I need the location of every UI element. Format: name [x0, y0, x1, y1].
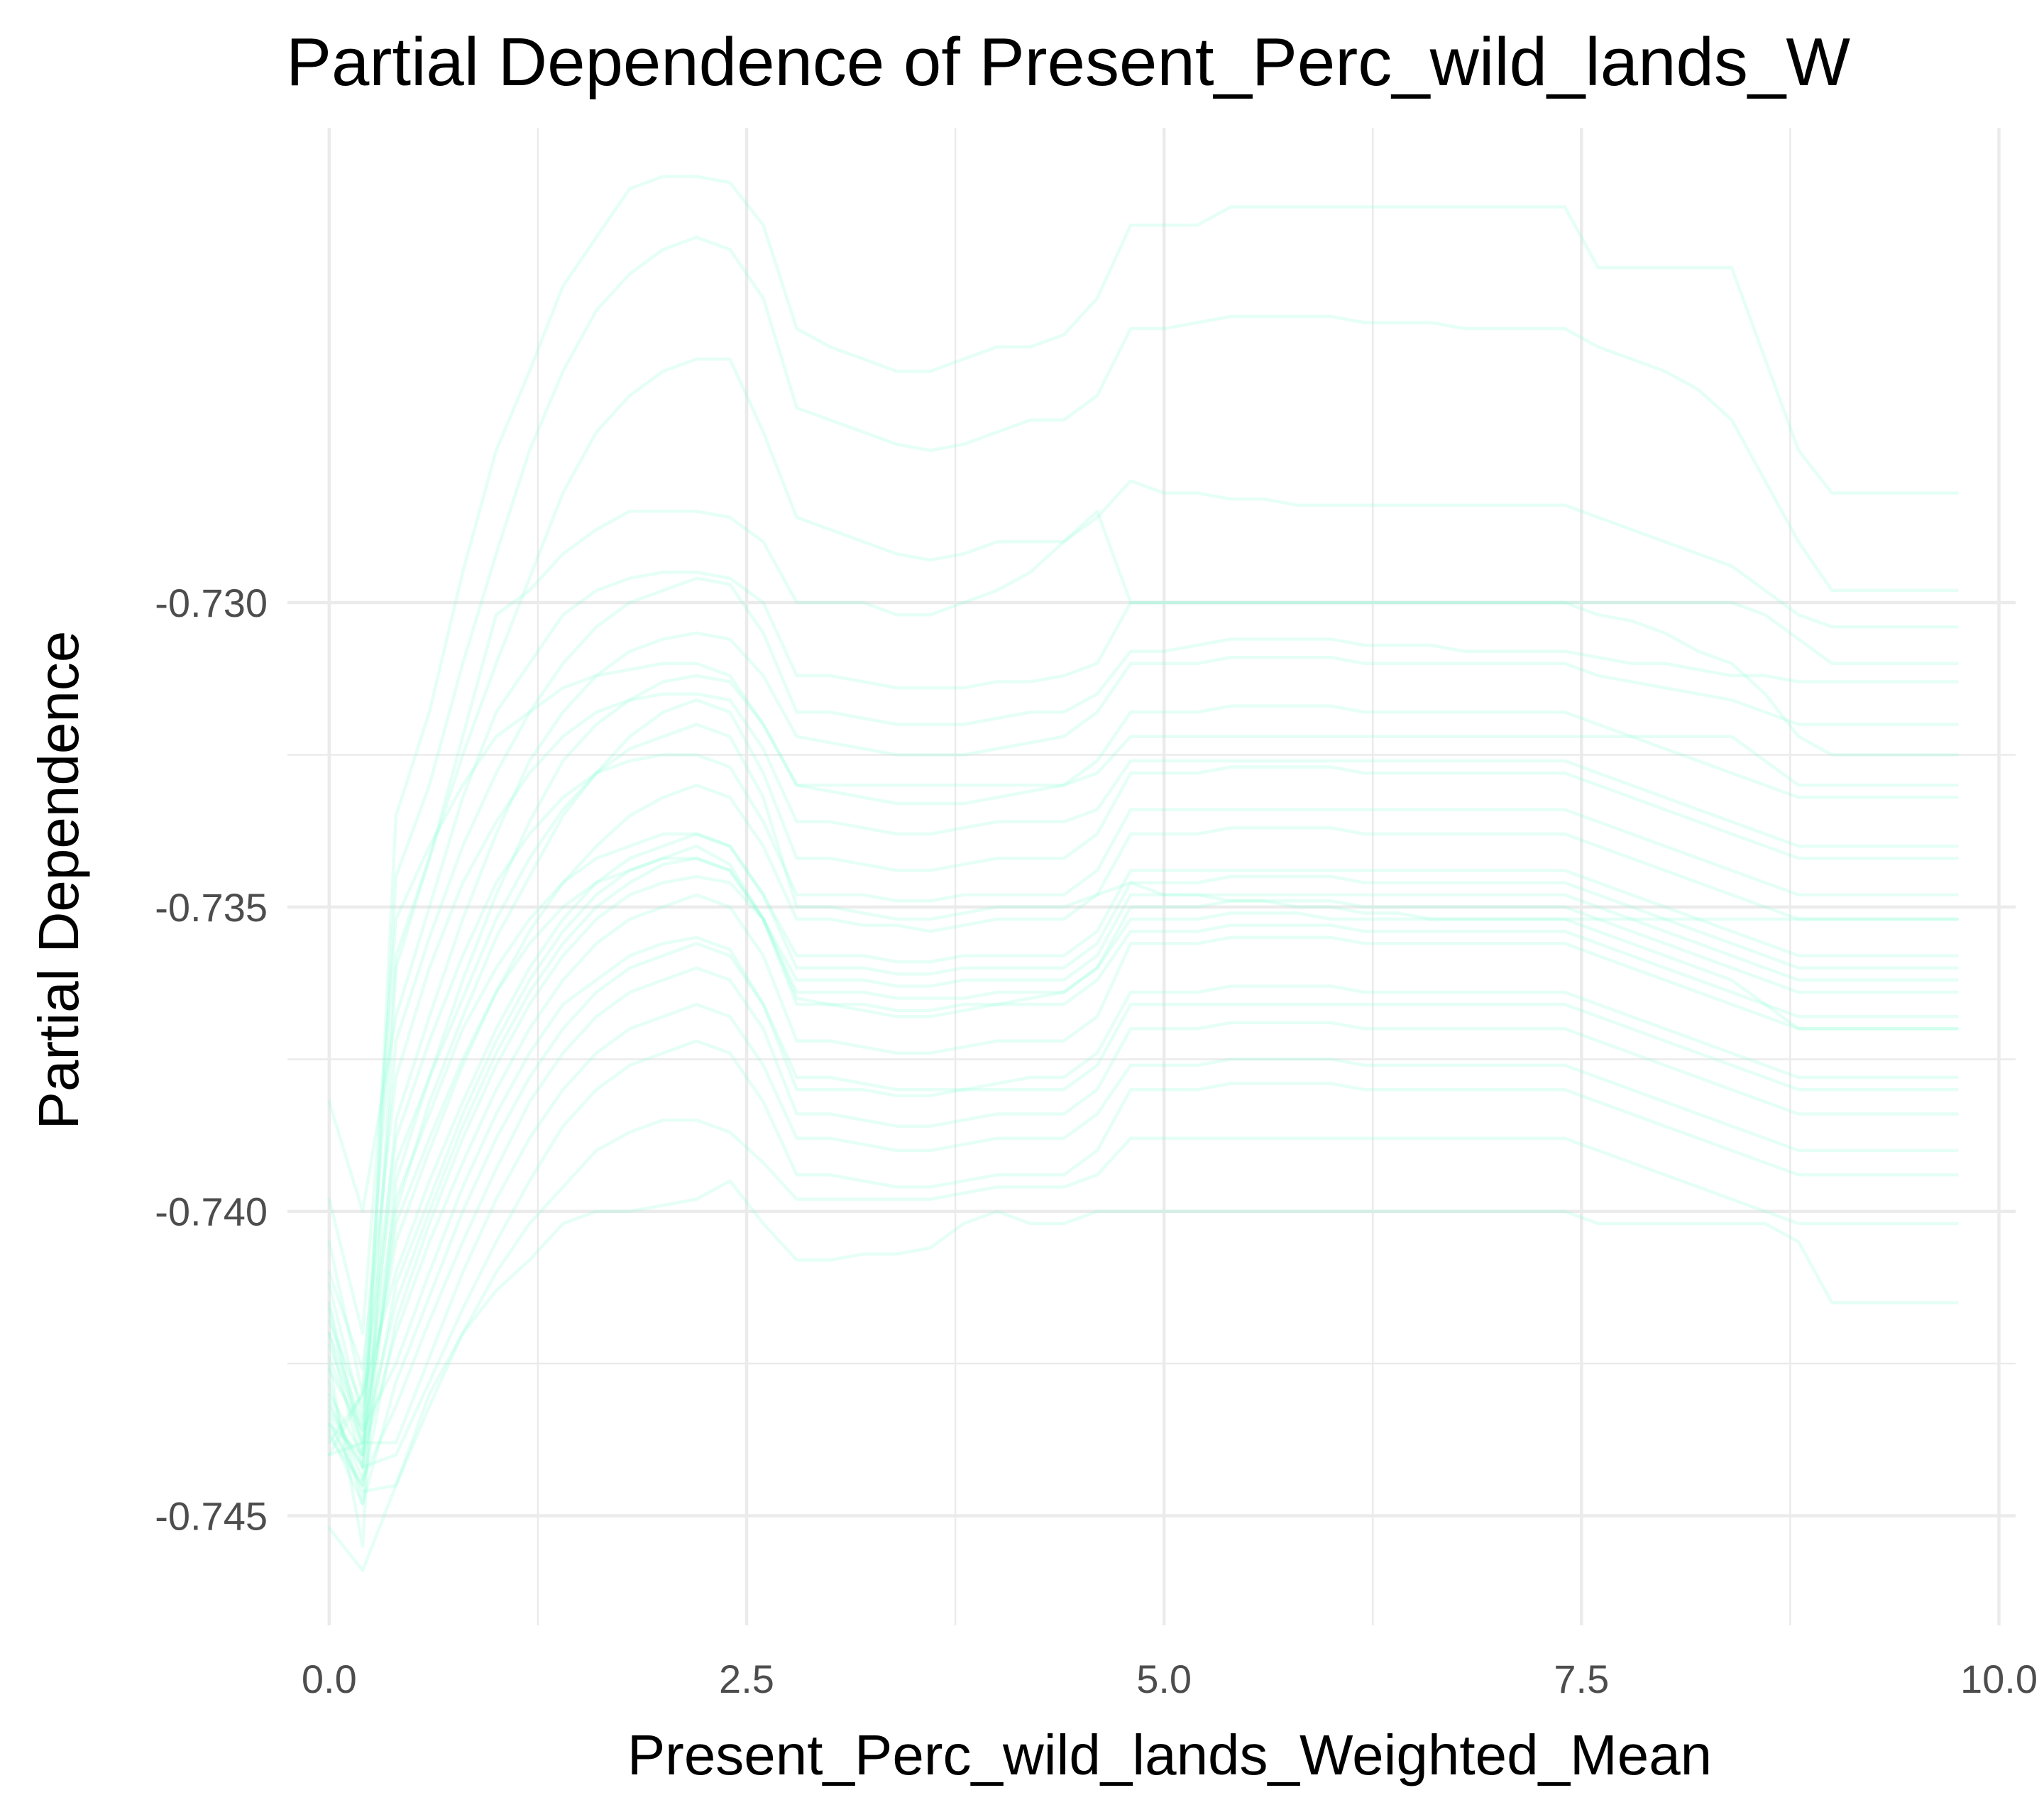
- y-axis-tick-labels: -0.745 -0.740 -0.735 -0.730: [155, 581, 268, 1539]
- ice-curve-23: [327, 570, 1959, 1213]
- ice-curve-17: [327, 935, 1959, 1432]
- ice-curve-15: [327, 893, 1959, 1457]
- ice-curve-12: [327, 874, 1959, 1487]
- ice-curve-13: [327, 857, 1959, 1444]
- ice-curve-27: [327, 832, 1959, 1420]
- minor-gridlines: [287, 128, 2016, 1625]
- y-axis-title: Partial Dependence: [27, 631, 90, 1130]
- ice-curve-16: [327, 942, 1959, 1505]
- ice-curve-21: [327, 1118, 1959, 1493]
- ice-curve-2: [327, 236, 1959, 1457]
- ice-curves: [327, 175, 1959, 1573]
- x-axis-tick-labels: 0.0 2.5 5.0 7.5 10.0: [302, 1657, 2038, 1701]
- ice-curve-25: [327, 692, 1959, 1372]
- chart-title: Partial Dependence of Present_Perc_wild_…: [286, 24, 1850, 100]
- x-tick-label: 10.0: [1960, 1657, 2038, 1701]
- x-tick-label: 5.0: [1136, 1657, 1192, 1701]
- x-tick-label: 2.5: [719, 1657, 774, 1701]
- ice-curve-3: [327, 357, 1959, 1548]
- x-tick-label: 7.5: [1554, 1657, 1609, 1701]
- ice-curve-14: [327, 844, 1959, 1469]
- ice-curve-9: [327, 784, 1959, 1432]
- y-tick-label: -0.740: [155, 1190, 268, 1234]
- ice-curve-26: [327, 753, 1959, 1396]
- ice-curve-8: [327, 698, 1959, 1457]
- ice-curve-18: [327, 966, 1959, 1481]
- ice-curve-5: [327, 576, 1959, 1427]
- y-tick-label: -0.730: [155, 581, 268, 625]
- ice-curve-19: [327, 1002, 1959, 1457]
- x-axis-title: Present_Perc_wild_lands_Weighted_Mean: [627, 1723, 1712, 1786]
- x-tick-label: 0.0: [302, 1657, 357, 1701]
- ice-curve-22: [327, 1179, 1959, 1573]
- ice-curve-10: [327, 832, 1959, 1457]
- major-gridlines: [287, 128, 2016, 1625]
- ice-curve-4: [327, 510, 1959, 1444]
- ice-curve-6: [327, 631, 1959, 1469]
- ice-curve-28: [327, 857, 1959, 1444]
- ice-curve-7: [327, 674, 1959, 1505]
- ice-curve-20: [327, 1039, 1959, 1469]
- ice-curve-11: [327, 723, 1959, 1408]
- ice-curve-1: [327, 175, 1959, 1487]
- y-tick-label: -0.735: [155, 885, 268, 930]
- y-tick-label: -0.745: [155, 1494, 268, 1539]
- ice-curve-24: [327, 662, 1959, 1335]
